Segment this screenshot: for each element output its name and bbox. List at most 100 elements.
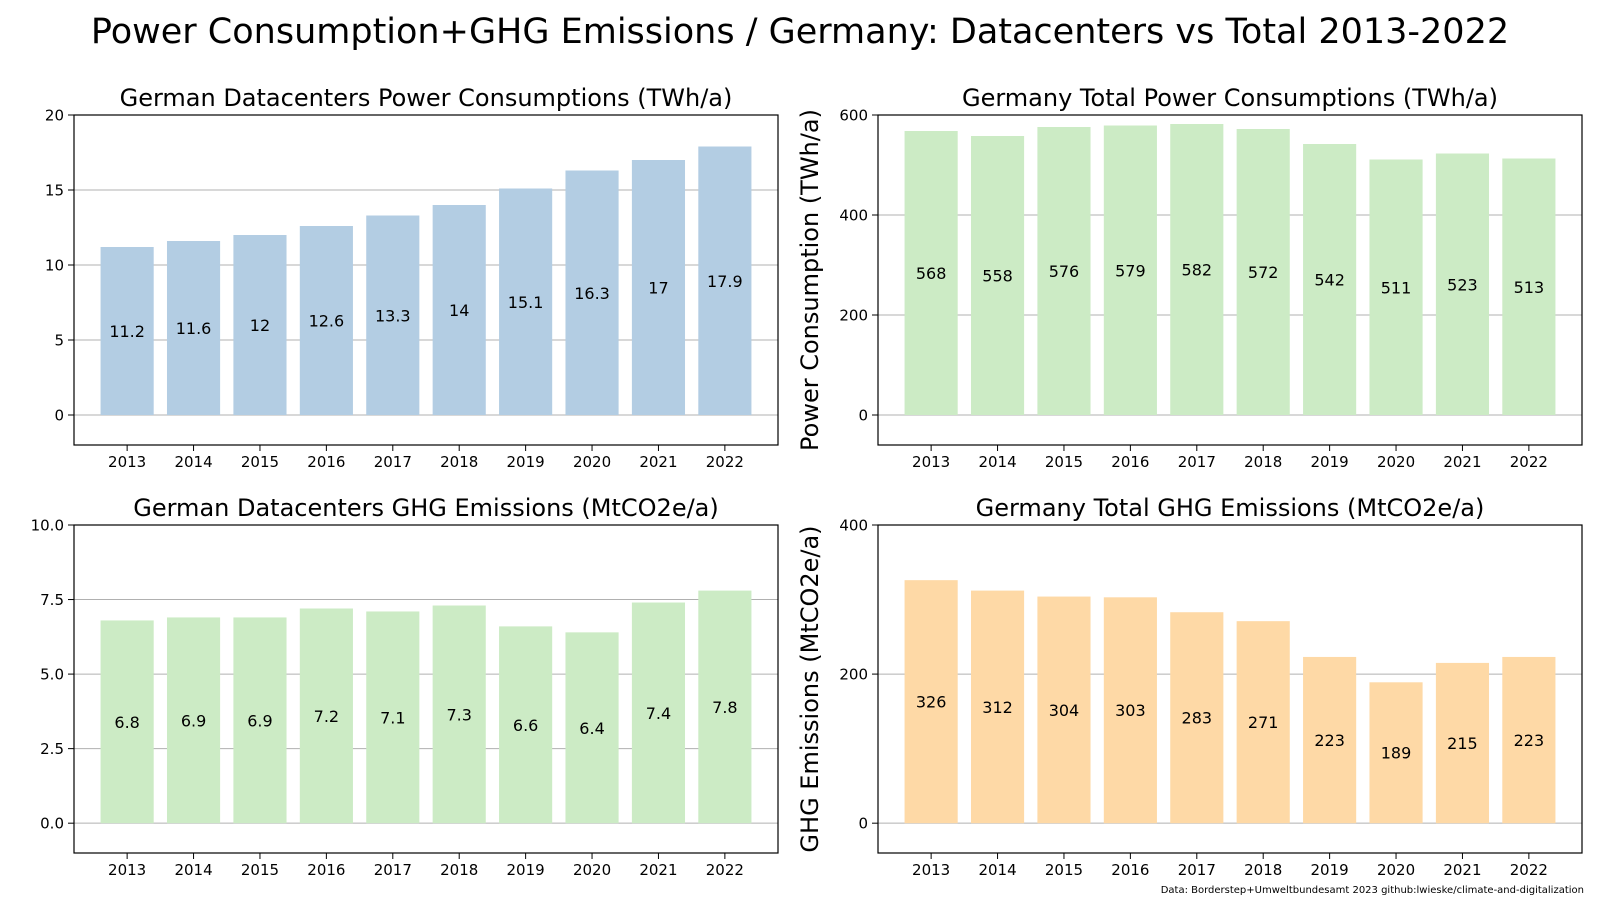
bar-2018 xyxy=(432,605,486,824)
bar-2013 xyxy=(904,580,958,824)
bar-2020 xyxy=(565,170,619,415)
data-label: 17.9 xyxy=(707,272,743,291)
y-tick-label: 2.5 xyxy=(40,740,64,758)
data-label: 16.3 xyxy=(574,284,610,303)
data-label: 271 xyxy=(1248,713,1279,732)
data-label: 572 xyxy=(1248,263,1279,282)
x-tick-label: 2014 xyxy=(978,453,1016,471)
y-tick-label: 10 xyxy=(45,257,64,275)
bar-2014 xyxy=(166,241,221,415)
x-tick-label: 2014 xyxy=(174,453,212,471)
x-tick-label: 2016 xyxy=(1111,861,1149,879)
y-tick-label: 20 xyxy=(45,107,64,125)
data-label: 223 xyxy=(1314,731,1345,750)
x-tick-label: 2016 xyxy=(307,453,345,471)
chart-title: Germany Total GHG Emissions (MtCO2e/a) xyxy=(976,494,1485,522)
y-axis-label: Power Consumption (TWh/a) xyxy=(796,109,824,451)
bar-2022 xyxy=(698,590,752,824)
bar-2022 xyxy=(698,146,752,415)
bar-2018 xyxy=(1236,129,1290,415)
bar-2016 xyxy=(1103,597,1157,824)
data-label: 576 xyxy=(1049,262,1080,281)
data-label: 6.8 xyxy=(114,713,139,732)
bar-2022 xyxy=(1502,656,1556,824)
x-tick-label: 2016 xyxy=(1111,453,1149,471)
x-tick-label: 2019 xyxy=(507,861,545,879)
data-label: 7.1 xyxy=(380,708,405,727)
chart-title: German Datacenters GHG Emissions (MtCO2e… xyxy=(133,494,719,522)
bar-2018 xyxy=(1236,621,1290,824)
plot-frame xyxy=(877,114,1583,446)
x-tick-label: 2017 xyxy=(374,861,412,879)
figure-title: Power Consumption+GHG Emissions / German… xyxy=(90,12,1510,52)
x-tick-label: 2021 xyxy=(639,453,677,471)
bar-2013 xyxy=(100,247,154,415)
y-tick-label: 0.0 xyxy=(40,815,64,833)
data-label: 7.2 xyxy=(314,707,339,726)
bar-2016 xyxy=(1103,125,1157,415)
bar-2014 xyxy=(166,617,221,824)
bar-2019 xyxy=(1303,144,1357,415)
y-tick-label: 5 xyxy=(54,332,64,350)
bar-2017 xyxy=(1170,612,1224,824)
x-tick-label: 2014 xyxy=(174,861,212,879)
x-tick-label: 2014 xyxy=(978,861,1016,879)
bar-2019 xyxy=(499,188,553,415)
data-label: 14 xyxy=(449,301,469,320)
x-tick-label: 2022 xyxy=(1510,453,1548,471)
bar-2013 xyxy=(100,620,154,824)
data-label: 6.9 xyxy=(181,711,206,730)
chart-title: Germany Total Power Consumptions (TWh/a) xyxy=(962,84,1498,112)
data-label: 579 xyxy=(1115,261,1146,280)
data-label: 215 xyxy=(1447,734,1478,753)
bar-2021 xyxy=(631,160,686,415)
x-tick-label: 2017 xyxy=(374,453,412,471)
y-tick-label: 5.0 xyxy=(40,666,64,684)
chart-title: German Datacenters Power Consumptions (T… xyxy=(120,84,733,112)
data-label: 189 xyxy=(1381,744,1412,763)
bar-2022 xyxy=(1502,158,1556,415)
data-label: 11.2 xyxy=(109,322,145,341)
data-label: 11.6 xyxy=(176,319,212,338)
x-tick-label: 2013 xyxy=(108,861,146,879)
plot-frame xyxy=(73,114,779,446)
y-axis-label: GHG Emissions (MtCO2e/a) xyxy=(796,525,824,852)
bar-2021 xyxy=(631,602,686,824)
x-tick-label: 2017 xyxy=(1178,861,1216,879)
x-tick-label: 2021 xyxy=(639,861,677,879)
y-tick-label: 0 xyxy=(858,407,868,425)
data-label: 568 xyxy=(916,264,947,283)
x-tick-label: 2020 xyxy=(573,861,611,879)
bar-2020 xyxy=(565,632,619,824)
data-label: 13.3 xyxy=(375,306,411,325)
data-label: 513 xyxy=(1514,278,1545,297)
y-tick-label: 600 xyxy=(839,107,868,125)
x-tick-label: 2020 xyxy=(1377,861,1415,879)
data-label: 7.3 xyxy=(446,705,471,724)
data-label: 15.1 xyxy=(508,293,544,312)
data-label: 511 xyxy=(1381,278,1412,297)
data-label: 17 xyxy=(648,279,668,298)
bar-2019 xyxy=(1303,656,1357,824)
bar-2016 xyxy=(299,608,353,824)
y-tick-label: 200 xyxy=(839,307,868,325)
bar-2015 xyxy=(1037,127,1091,415)
x-tick-label: 2019 xyxy=(1311,453,1349,471)
data-label: 223 xyxy=(1514,731,1545,750)
x-tick-label: 2018 xyxy=(1244,453,1282,471)
x-tick-label: 2020 xyxy=(573,453,611,471)
x-tick-label: 2021 xyxy=(1443,861,1481,879)
bar-2021 xyxy=(1435,153,1490,415)
data-label: 6.6 xyxy=(513,716,538,735)
data-label: 303 xyxy=(1115,701,1146,720)
data-label: 12.6 xyxy=(309,312,345,331)
data-label: 6.9 xyxy=(247,711,272,730)
x-tick-label: 2020 xyxy=(1377,453,1415,471)
x-tick-label: 2013 xyxy=(912,453,950,471)
bar-2018 xyxy=(432,205,486,415)
data-label: 582 xyxy=(1182,261,1213,280)
bar-2014 xyxy=(970,590,1025,824)
x-tick-label: 2015 xyxy=(1045,453,1083,471)
x-tick-label: 2018 xyxy=(440,861,478,879)
